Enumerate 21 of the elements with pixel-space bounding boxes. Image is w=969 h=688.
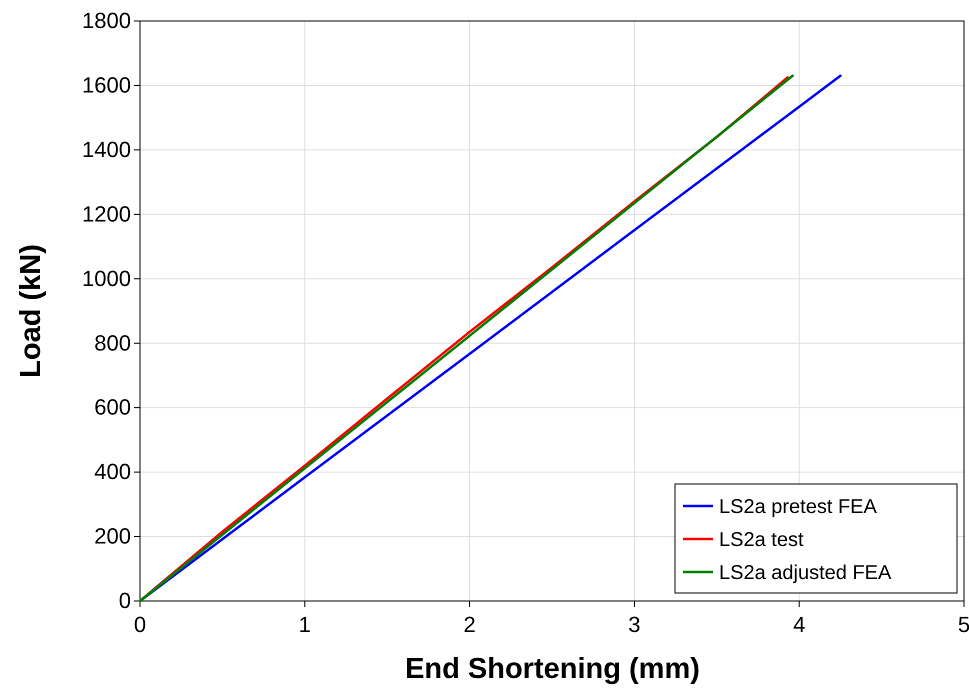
x-tick-label: 0	[134, 612, 146, 637]
y-tick-label: 1400	[82, 136, 131, 162]
y-tick-label: 400	[94, 459, 131, 484]
y-tick-label: 1200	[82, 201, 131, 226]
y-tick-label: 0	[118, 588, 131, 614]
x-tick-label: 4	[793, 612, 806, 637]
legend-label: LS2a test	[719, 529, 804, 551]
y-tick-label: 1000	[82, 266, 131, 291]
x-tick-label: 5	[958, 612, 969, 637]
y-tick-label: 800	[94, 330, 131, 356]
legend-label: LS2a adjusted FEA	[719, 562, 892, 584]
y-tick-label: 200	[94, 524, 131, 549]
x-tick-label: 2	[463, 612, 476, 637]
x-axis-title: End Shortening (mm)	[405, 653, 700, 685]
y-tick-label: 1600	[82, 72, 131, 98]
x-tick-label: 1	[298, 612, 311, 637]
x-tick-label: 3	[628, 612, 641, 637]
legend-label: LS2a pretest FEA	[719, 496, 878, 518]
y-axis-title: Load (kN)	[15, 244, 47, 378]
y-tick-label: 1800	[82, 8, 131, 34]
y-tick-label: 600	[94, 394, 131, 420]
